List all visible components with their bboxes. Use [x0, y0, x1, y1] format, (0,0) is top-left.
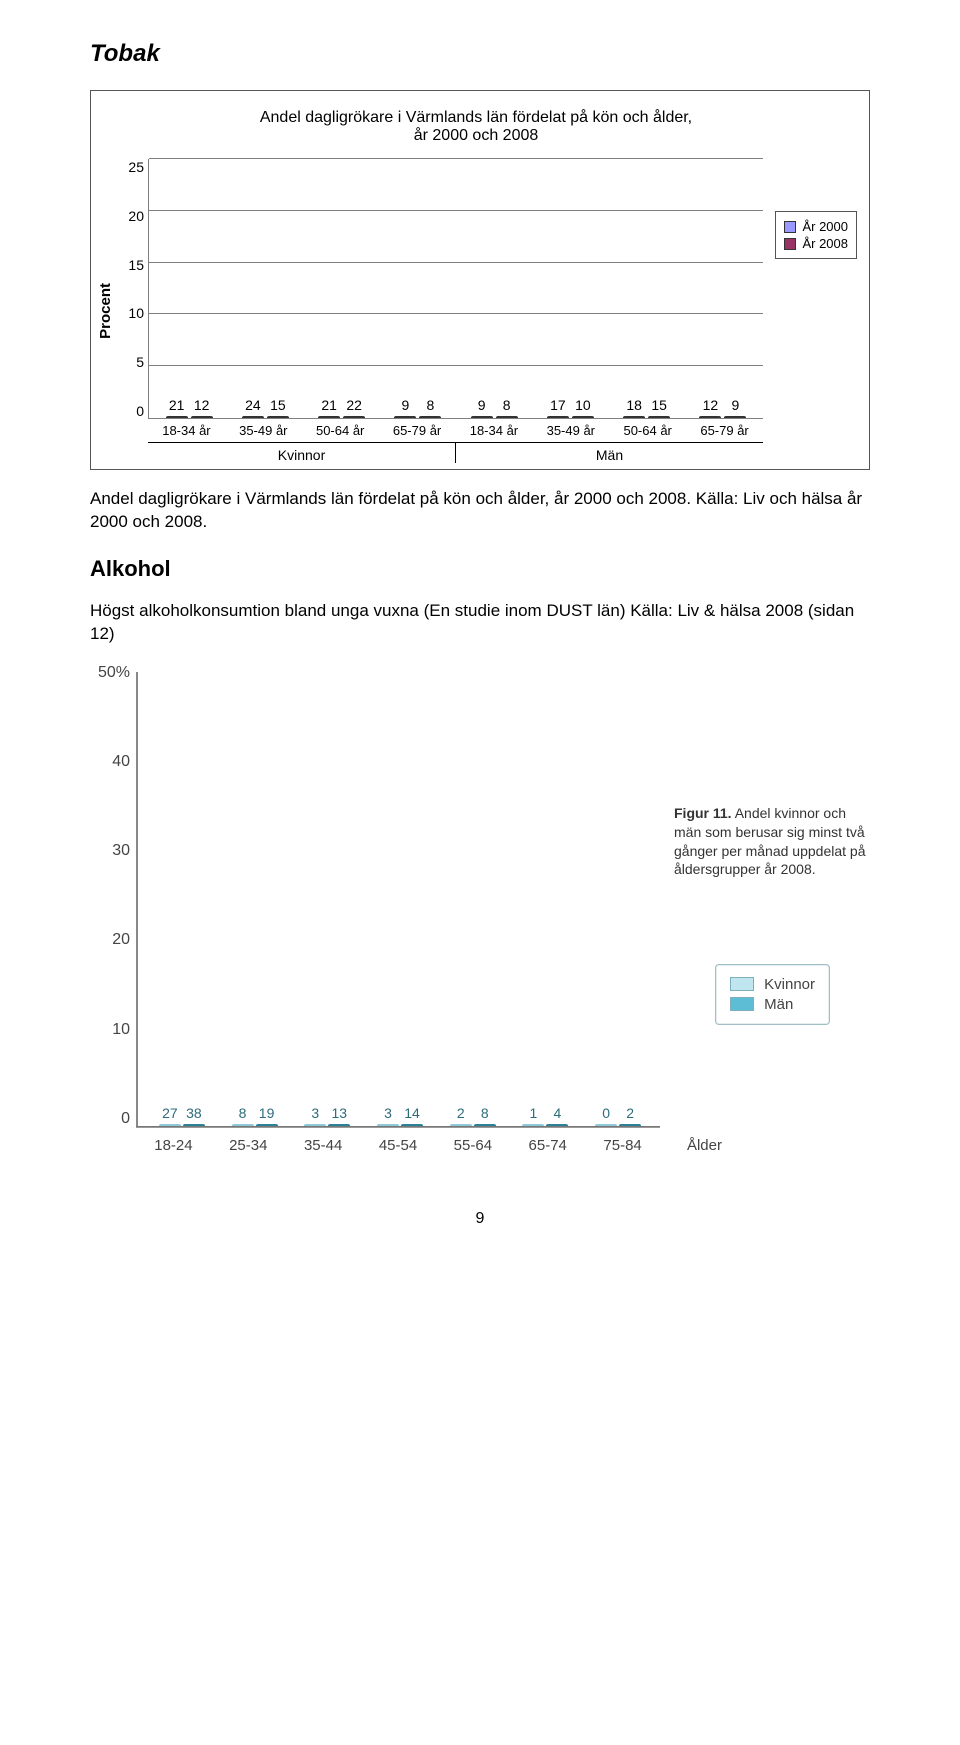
- chart1-title: Andel dagligrökare i Värmlands län förde…: [95, 109, 857, 145]
- chart2-plot: 2738819313314281402: [136, 672, 660, 1128]
- chart2-baseline: [136, 1126, 660, 1128]
- chart2-caption-bold: Figur 11.: [674, 805, 732, 821]
- chart1-frame: Andel dagligrökare i Värmlands län förde…: [90, 90, 870, 470]
- chart1-xlabels: 18-34 år35-49 år50-64 år65-79 år18-34 år…: [148, 423, 857, 438]
- heading-tobak: Tobak: [90, 40, 870, 68]
- chart1-gender-row: KvinnorMän: [148, 442, 857, 463]
- chart1-plot: 211224152122989817101815129: [148, 159, 763, 419]
- chart2-xlabel: Ålder: [687, 1137, 722, 1154]
- heading-alkohol: Alkohol: [90, 556, 870, 582]
- chart1-legend: År 2000År 2008: [775, 211, 857, 259]
- alkohol-para: Högst alkoholkonsumtion bland unga vuxna…: [90, 600, 870, 646]
- chart2-xlabels: 18-2425-3435-4445-5455-6465-7475-84: [136, 1137, 660, 1154]
- chart2-legend: KvinnorMän: [715, 964, 830, 1025]
- chart1-caption: Andel dagligrökare i Värmlands län förde…: [90, 488, 870, 534]
- chart1-ylabel: Procent: [95, 283, 116, 339]
- page-number: 9: [90, 1210, 870, 1228]
- chart2: 01020304050% 2738819313314281402 18-2425…: [90, 664, 870, 1184]
- chart2-caption: Figur 11. Andel kvinnor och män som beru…: [674, 804, 870, 880]
- chart1-yaxis: 0510152025: [116, 159, 148, 419]
- chart2-yaxis: 01020304050%: [90, 664, 136, 1128]
